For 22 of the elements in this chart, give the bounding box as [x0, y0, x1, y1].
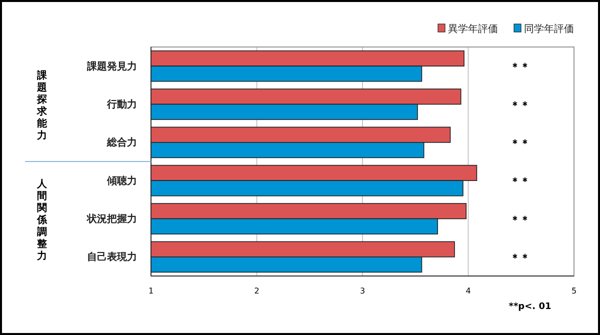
y-tick-label: 状況把握力: [86, 212, 137, 225]
annotation: ＊＊: [510, 138, 530, 150]
x-tick-label: 4: [466, 286, 471, 296]
y-tick-label: 課題発見力: [86, 60, 137, 72]
annotation: ＊＊: [510, 176, 530, 188]
annotation: ＊＊: [510, 100, 530, 112]
text: **p<. 01: [508, 302, 552, 312]
x-tick-label: 2: [254, 286, 260, 296]
legend-label: 異学年評価: [448, 23, 498, 35]
annotation: ＊＊: [510, 62, 530, 74]
x-tick-label: 3: [360, 286, 366, 296]
annotation: ＊＊: [510, 214, 530, 226]
annotation: ＊＊: [510, 252, 530, 264]
y-tick-label: 総合力: [106, 136, 137, 149]
x-tick-label: 1: [148, 286, 154, 296]
legend-label: 同学年評価: [524, 23, 574, 35]
text: 課題探求能力: [36, 69, 48, 142]
y-tick-label: 傾聴力: [106, 174, 137, 187]
y-tick-label: 行動力: [106, 98, 137, 110]
text: 人間関係調整力: [36, 178, 48, 262]
y-tick-label: 自己表現力: [87, 251, 137, 264]
x-tick-label: 5: [571, 286, 577, 296]
